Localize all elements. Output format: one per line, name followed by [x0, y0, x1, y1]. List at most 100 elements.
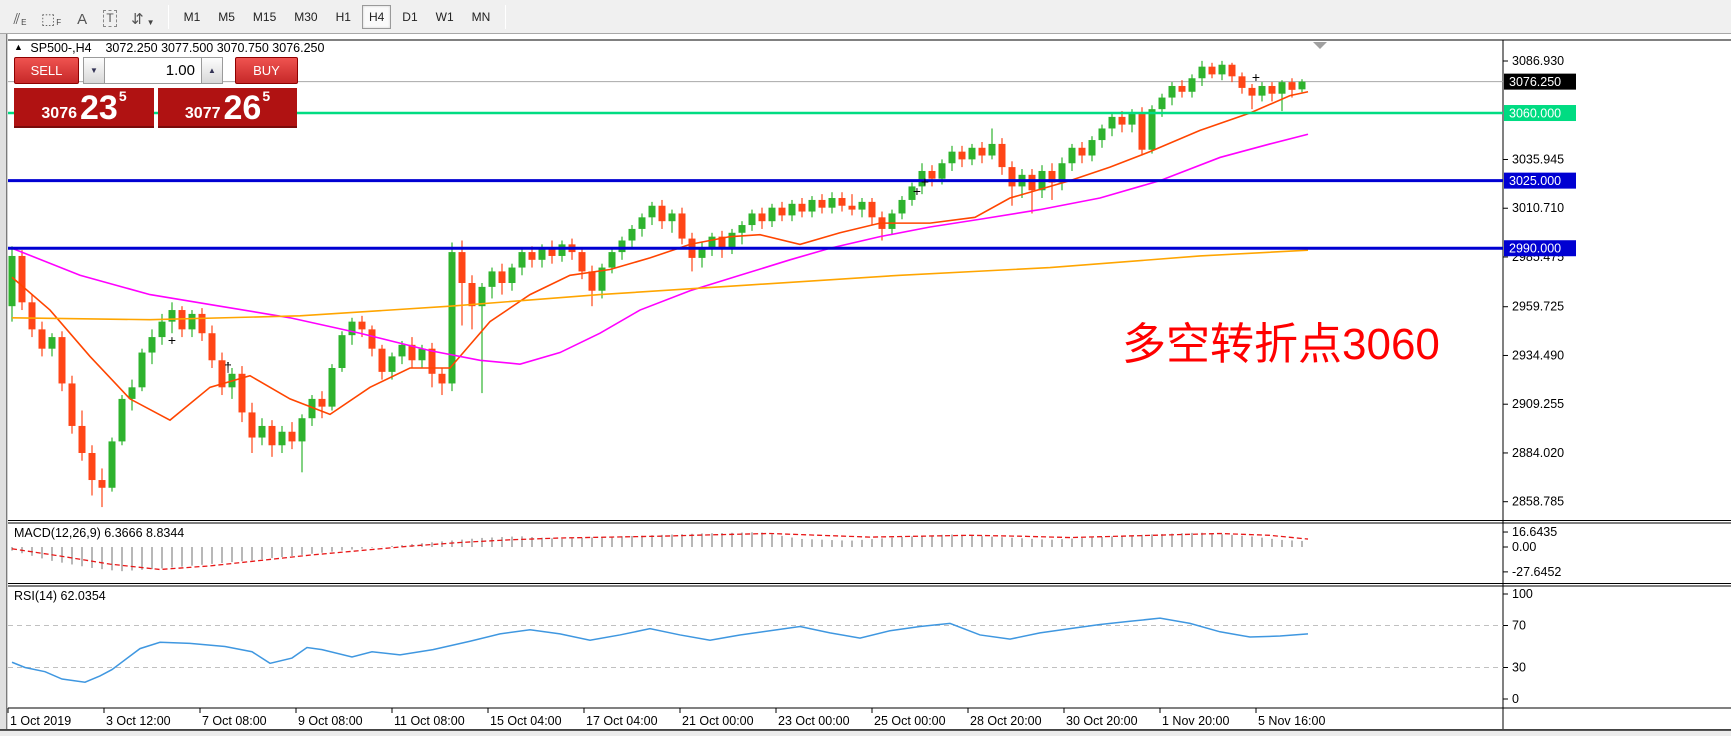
toolbar-separator [505, 4, 507, 29]
svg-text:0: 0 [1512, 692, 1519, 706]
svg-text:3060.000: 3060.000 [1509, 107, 1561, 121]
window-bottom-strip [0, 730, 1731, 736]
sell-price-box[interactable]: 3076 23 5 [14, 88, 154, 128]
svg-text:2990.000: 2990.000 [1509, 242, 1561, 256]
svg-text:2858.785: 2858.785 [1512, 495, 1564, 509]
svg-text:-27.6452: -27.6452 [1512, 565, 1561, 579]
grid-f-icon[interactable]: ⬚ F [35, 4, 67, 30]
price-badge-3076.250: 3076.250 [1504, 73, 1576, 90]
sell-price-prefix: 3076 [41, 105, 77, 122]
candles-layer [8, 60, 1306, 508]
svg-text:2934.490: 2934.490 [1512, 348, 1564, 362]
time-label: 25 Oct 00:00 [874, 714, 946, 728]
time-label: 15 Oct 04:00 [490, 714, 562, 728]
cross-marker: + [1252, 69, 1260, 85]
macd-pane [11, 532, 1309, 572]
volume-increase-button[interactable]: ▲ [200, 57, 223, 84]
text-box-icon: T [103, 9, 117, 27]
ma-slow-line [11, 249, 1309, 321]
time-label: 1 Nov 20:00 [1162, 714, 1229, 728]
chart-shift-triangle-icon [1313, 42, 1327, 49]
sell-price-sup: 5 [118, 88, 127, 104]
svg-text:3086.930: 3086.930 [1512, 54, 1564, 68]
time-label: 11 Oct 08:00 [394, 714, 465, 728]
timeframe-M5[interactable]: M5 [211, 5, 242, 29]
timeframe-H1[interactable]: H1 [329, 5, 358, 29]
rsi-label: RSI(14) 62.0354 [14, 589, 106, 603]
cross-marker: + [921, 174, 929, 190]
pane-borders [0, 39, 1731, 730]
symbol-period-label: SP500-,H4 [30, 41, 92, 55]
sell-price-big: 23 [79, 89, 118, 127]
price-axis: 3086.9303035.9453010.7102985.4752959.725… [1503, 54, 1564, 509]
svg-text:2884.020: 2884.020 [1512, 446, 1564, 460]
time-axis[interactable]: 1 Oct 2019 3 Oct 12:00 7 Oct 08:00 9 Oct 08… [7, 708, 1325, 728]
buy-price-prefix: 3077 [184, 105, 221, 122]
one-click-trade-panel: SELL ▼ ▲ BUY 3076 23 5 3077 26 5 [14, 57, 298, 128]
symbol-arrow-icon: ▲ [14, 42, 23, 52]
window-left-edge [0, 34, 8, 736]
cursor-arrows-icon: ⇵ [131, 10, 144, 28]
rsi-axis: 100 70 30 0 [1503, 587, 1533, 706]
cross-marker: + [168, 332, 176, 348]
buy-price-box[interactable]: 3077 26 5 [158, 88, 297, 128]
cross-marker: † [224, 359, 232, 375]
time-label: 17 Oct 04:00 [586, 714, 658, 728]
timeframe-W1[interactable]: W1 [429, 5, 461, 29]
rsi-pane [8, 617, 1503, 683]
toolbar: ⫽ E ⬚ F A T ⇵ ▼ M1 M5 M15 M30 H1 H4 D1 W1 MN [0, 0, 1731, 34]
svg-text:2959.725: 2959.725 [1512, 300, 1564, 314]
volume-input[interactable] [104, 57, 201, 84]
time-label: 21 Oct 00:00 [682, 714, 754, 728]
timeframe-MN[interactable]: MN [465, 5, 498, 29]
draw-objects-icon[interactable]: ⫽ E [7, 4, 33, 30]
timeframe-D1[interactable]: D1 [395, 5, 424, 29]
ohlc-values: 3072.250 3077.500 3070.750 3076.250 [105, 41, 325, 55]
svg-text:3076.250: 3076.250 [1509, 75, 1561, 89]
text-box-icon[interactable]: T [97, 4, 123, 30]
volume-stepper: ▼ ▲ [82, 57, 223, 84]
chart-title: ▲ SP500-,H4 3072.250 3077.500 3070.750 3… [14, 41, 324, 55]
svg-text:16.6435: 16.6435 [1512, 525, 1557, 539]
chart-markers[interactable]: +†+++ [168, 69, 1260, 375]
price-badge-2990.000: 2990.000 [1504, 240, 1576, 257]
svg-text:30: 30 [1512, 661, 1526, 675]
cross-marker: + [913, 183, 921, 199]
text-a-icon[interactable]: A [69, 4, 95, 30]
draw-objects-icon: ⫽ [13, 10, 21, 28]
chart-shift-marker[interactable] [1313, 42, 1327, 49]
svg-text:0.00: 0.00 [1512, 540, 1536, 554]
ma-mid-line [11, 133, 1309, 365]
time-label: 7 Oct 08:00 [202, 714, 267, 728]
timeframe-M1[interactable]: M1 [177, 5, 208, 29]
svg-text:3010.710: 3010.710 [1512, 201, 1564, 215]
svg-text:3035.945: 3035.945 [1512, 152, 1564, 166]
svg-text:100: 100 [1512, 587, 1533, 601]
time-label: 3 Oct 12:00 [106, 714, 171, 728]
sell-button[interactable]: SELL [14, 57, 79, 84]
macd-label: MACD(12,26,9) 6.3666 8.8344 [14, 526, 185, 540]
chevron-down-icon: ▼ [146, 17, 155, 27]
volume-decrease-button[interactable]: ▼ [82, 57, 105, 84]
time-label: 23 Oct 00:00 [778, 714, 850, 728]
ma-fast-line [11, 90, 1309, 422]
timeframe-M15[interactable]: M15 [246, 5, 283, 29]
buy-price-big: 26 [223, 89, 262, 127]
time-label: 30 Oct 20:00 [1066, 714, 1138, 728]
time-label: 5 Nov 16:00 [1258, 714, 1325, 728]
timeframe-M30[interactable]: M30 [287, 5, 324, 29]
buy-button[interactable]: BUY [234, 57, 298, 84]
svg-text:70: 70 [1512, 619, 1526, 633]
toolbar-separator [167, 4, 169, 29]
svg-text:3025.000: 3025.000 [1509, 174, 1561, 188]
time-label: 9 Oct 08:00 [298, 714, 363, 728]
cursor-arrows-icon[interactable]: ⇵ ▼ [125, 4, 161, 30]
timeframe-H4[interactable]: H4 [361, 4, 392, 29]
time-label: 1 Oct 2019 [10, 714, 71, 728]
chart-text-annotation[interactable]: 多空转折点3060 [1122, 320, 1440, 369]
time-label: 28 Oct 20:00 [970, 714, 1042, 728]
text-a-icon: A [77, 10, 88, 28]
